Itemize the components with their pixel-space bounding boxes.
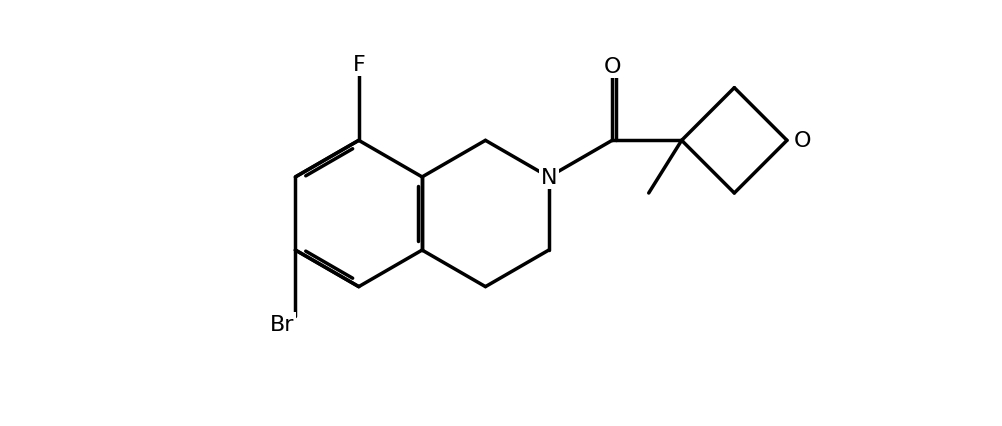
Text: F: F xyxy=(353,55,365,75)
Text: O: O xyxy=(603,57,621,77)
Text: O: O xyxy=(794,131,812,151)
Text: Br: Br xyxy=(271,314,295,334)
Text: N: N xyxy=(540,167,557,187)
